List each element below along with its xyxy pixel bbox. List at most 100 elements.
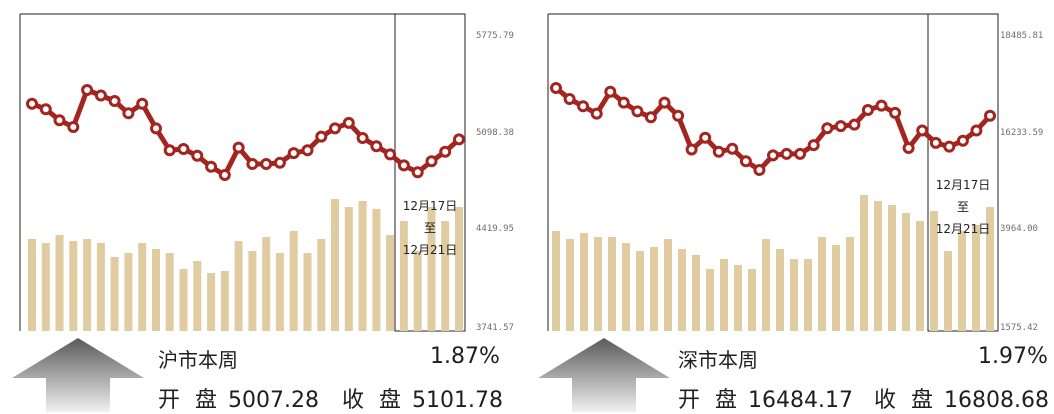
highlight-date-end: 12月21日 xyxy=(403,243,458,257)
line-point xyxy=(342,116,355,129)
shanghai-chart: 5775.79 5098.38 4419.95 3741.57 12月17日 至… xyxy=(19,13,514,333)
close-value: 5101.78 xyxy=(412,388,503,413)
volume-bar xyxy=(234,241,243,331)
volume-bar xyxy=(580,233,588,331)
line-point xyxy=(631,105,644,118)
line-point xyxy=(150,122,162,135)
shenzhen-chart: 18485.81 16233.59 3964.00 1575.42 12月17日… xyxy=(547,13,1043,333)
line-point xyxy=(39,103,52,116)
volume-bar xyxy=(608,237,616,331)
open-value: 16484.17 xyxy=(748,388,853,413)
line-point xyxy=(26,97,38,110)
line-point xyxy=(984,109,996,122)
volume-bar xyxy=(358,201,367,331)
volume-bar xyxy=(972,225,980,331)
volume-bar xyxy=(832,245,840,331)
line-point xyxy=(753,164,766,176)
volume-bar xyxy=(152,249,160,331)
line-point xyxy=(425,155,438,168)
line-point xyxy=(273,156,286,169)
weekly-change: 1.97% xyxy=(978,344,1048,369)
volume-bar xyxy=(958,231,966,331)
open-label: 开 盘 xyxy=(158,388,221,413)
volume-bars xyxy=(28,199,463,331)
volume-bar xyxy=(69,241,78,331)
line-point xyxy=(902,142,915,154)
volume-bar xyxy=(944,251,952,331)
highlight-date-to: 至 xyxy=(957,200,969,214)
volume-bar xyxy=(706,269,714,331)
line-point xyxy=(67,121,80,133)
line-point xyxy=(81,84,94,96)
line-point xyxy=(834,120,847,133)
open-close-row: 开 盘 5007.28 xyxy=(158,382,319,414)
line-point xyxy=(943,140,956,153)
line-point xyxy=(794,147,807,160)
volume-bar xyxy=(790,259,798,331)
line-point xyxy=(232,141,245,154)
line-point xyxy=(712,145,725,158)
volume-bar xyxy=(138,243,147,331)
line-point xyxy=(956,134,969,147)
volume-bar xyxy=(692,255,700,331)
volume-bar xyxy=(386,235,395,331)
volume-bar xyxy=(888,205,896,331)
index-line xyxy=(550,82,996,176)
line-point xyxy=(356,132,369,144)
y-label-3: 3964.00 xyxy=(1000,224,1038,234)
line-point xyxy=(384,148,397,161)
market-title: 沪市本周 xyxy=(158,348,238,372)
volume-bar xyxy=(427,207,436,331)
volume-bar xyxy=(734,265,742,331)
y-label-2: 5098.38 xyxy=(476,128,514,138)
volume-bar xyxy=(916,221,924,331)
highlight-date-to: 至 xyxy=(424,221,436,235)
volume-bar xyxy=(55,235,64,331)
line-point xyxy=(617,96,630,109)
line-point xyxy=(94,89,107,102)
close-label: 收 盘 xyxy=(874,388,937,413)
highlight-date-start: 12月17日 xyxy=(936,178,991,192)
y-label-1: 18485.81 xyxy=(1000,31,1043,41)
y-label-4: 1575.42 xyxy=(1000,323,1038,333)
volume-bar xyxy=(413,251,422,331)
volume-bar xyxy=(179,269,188,331)
volume-bar xyxy=(220,271,229,331)
line-point xyxy=(287,147,300,160)
weekly-change: 1.87% xyxy=(430,344,500,369)
volume-bar xyxy=(860,195,868,331)
volume-bar xyxy=(552,231,560,331)
line-point xyxy=(929,136,942,149)
line-point xyxy=(577,100,590,113)
close-row: 收 盘 5101.78 xyxy=(342,382,503,414)
volume-bar xyxy=(28,239,36,331)
volume-bar xyxy=(317,239,326,331)
volume-bar xyxy=(846,237,854,331)
line-point xyxy=(563,93,576,105)
line-point xyxy=(136,97,149,110)
line-point xyxy=(370,140,383,153)
volume-bar xyxy=(622,243,630,331)
shanghai-panel: 5775.79 5098.38 4419.95 3741.57 12月17日 至… xyxy=(0,0,514,414)
volume-bar xyxy=(331,199,339,331)
volume-bar xyxy=(650,247,658,331)
line-point xyxy=(821,122,834,135)
volume-bar xyxy=(110,257,119,331)
volume-bar xyxy=(96,243,105,331)
shanghai-summary: 沪市本周 1.87% 开 盘 5007.28 收 盘 5101.78 xyxy=(0,330,512,414)
line-point xyxy=(739,155,752,168)
volume-bar xyxy=(124,253,133,331)
volume-bar xyxy=(874,201,882,331)
line-point xyxy=(439,145,452,158)
line-point xyxy=(644,111,657,124)
volume-bar xyxy=(289,231,298,331)
line-point xyxy=(970,124,983,137)
line-point xyxy=(315,130,328,143)
volume-bar xyxy=(748,269,756,331)
volume-bar xyxy=(248,251,257,331)
volume-bar xyxy=(83,239,92,331)
index-line xyxy=(26,84,465,181)
line-point xyxy=(726,142,739,155)
line-point xyxy=(875,99,888,112)
line-point xyxy=(780,147,793,160)
